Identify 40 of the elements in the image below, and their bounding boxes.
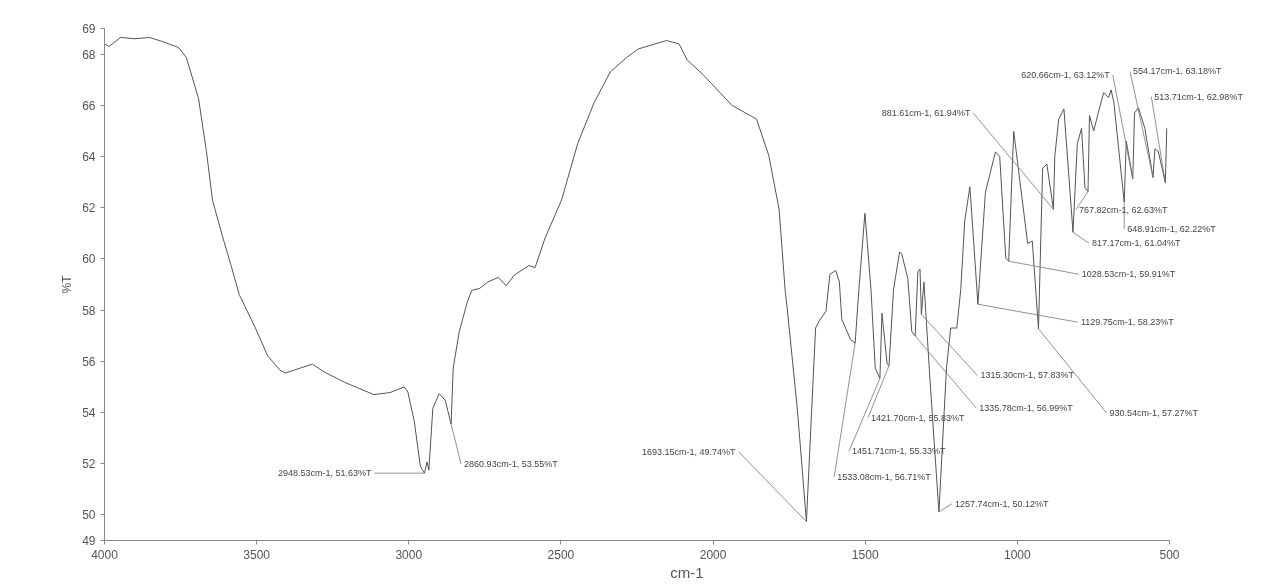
annotation: 817.17cm-1, 61.04%T [1091, 238, 1182, 249]
y-tick-label: 49 [82, 534, 96, 548]
y-tick-label: 60 [82, 252, 96, 267]
annotation: 554.17cm-1, 63.18%T [1133, 66, 1223, 77]
y-tick-label: 69 [82, 22, 96, 36]
x-tick-label: 1500 [851, 547, 879, 562]
y-tick-label: 68 [82, 47, 96, 62]
y-tick-label: 62 [82, 201, 96, 216]
x-tick-label: 500 [1159, 547, 1180, 562]
annotation: 1315.30cm-1, 57.83%T [980, 370, 1075, 381]
y-tick-label: 52 [82, 457, 96, 472]
x-tick-label: 2500 [547, 547, 575, 562]
x-axis-title: cm-1 [670, 563, 704, 581]
y-tick-label: 64 [82, 150, 96, 164]
annotation: 1533.08cm-1, 56.71%T [837, 472, 932, 483]
annotation: 881.61cm-1, 61.94%T [881, 108, 971, 119]
annotation: 1028.53cm-1, 59.91%T [1081, 269, 1176, 280]
annotation: 1129.75cm-1, 58.23%T [1080, 317, 1175, 328]
y-tick-label: 56 [82, 354, 96, 369]
annotation: 620.66cm-1, 63.12%T [1021, 70, 1111, 81]
y-axis-title: %T [60, 274, 75, 294]
annotation: 1693.15cm-1, 49.74%T [641, 446, 736, 457]
annotation: 930.54cm-1, 57.27%T [1109, 407, 1199, 418]
annotation: 1257.74cm-1, 50.12%T [954, 498, 1049, 509]
x-tick-label: 3000 [395, 547, 423, 562]
annotation: 1451.71cm-1, 55.33%T [851, 446, 946, 457]
annotation: 767.82cm-1, 62.63%T [1079, 204, 1169, 215]
y-tick-label: 54 [82, 406, 96, 420]
y-tick-label: 58 [82, 303, 96, 318]
x-tick-label: 1000 [1004, 547, 1032, 562]
x-tick-label: 4000 [91, 547, 119, 562]
annotation: 513.71cm-1, 62.98%T [1154, 91, 1244, 102]
annotation: 1335.78cm-1, 56.99%T [979, 402, 1074, 413]
annotation: 2948.53cm-1, 51.63%T [277, 468, 372, 479]
annotation: 2860.93cm-1, 53.55%T [464, 459, 559, 470]
annotation: 648.91cm-1, 62.22%T [1127, 224, 1217, 235]
x-tick-label: 3500 [243, 547, 271, 562]
y-tick-label: 66 [82, 98, 96, 113]
x-tick-label: 2000 [699, 547, 727, 562]
y-tick-label: 50 [82, 508, 96, 523]
